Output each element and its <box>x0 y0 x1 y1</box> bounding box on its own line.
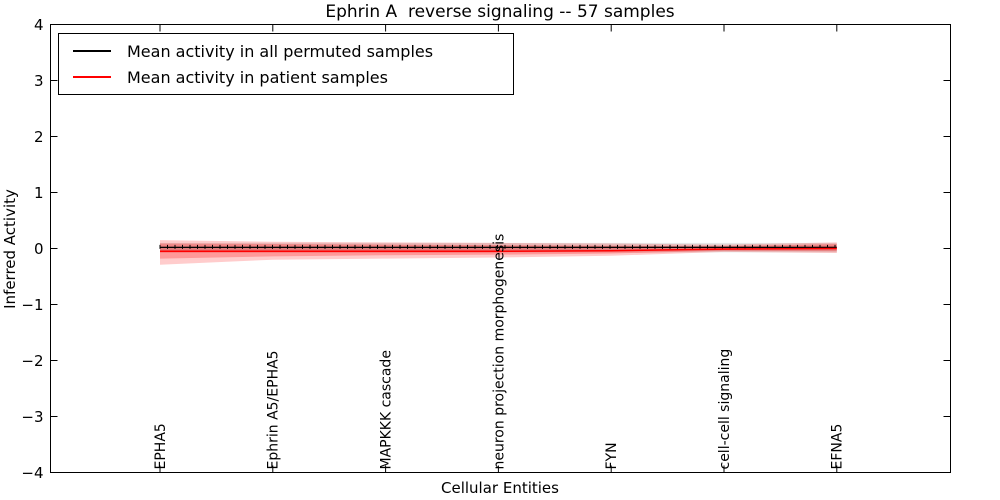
legend-label-patient: Mean activity in patient samples <box>127 67 388 87</box>
y-tick-label: 3 <box>34 72 44 90</box>
x-tick-label: cell-cell signaling <box>717 349 733 470</box>
x-tick-label: neuron projection morphogenesis <box>491 234 507 470</box>
y-tick-label: 0 <box>34 240 44 258</box>
legend-label-permuted: Mean activity in all permuted samples <box>127 41 434 61</box>
y-tick-label: 1 <box>34 184 44 202</box>
y-tick-label: 4 <box>34 16 44 34</box>
legend-item-permuted: Mean activity in all permuted samples <box>73 38 513 64</box>
x-axis-label: Cellular Entities <box>441 479 559 497</box>
x-tick-label: Ephrin A5/EPHA5 <box>266 350 282 469</box>
x-tick-label: MAPKKK cascade <box>379 350 395 469</box>
y-tick-label: −2 <box>21 352 43 370</box>
legend-item-patient: Mean activity in patient samples <box>73 64 513 90</box>
y-tick-label: −1 <box>21 296 43 314</box>
chart-title: Ephrin A reverse signaling -- 57 samples <box>325 2 675 22</box>
x-tick-label: FYN <box>604 442 620 469</box>
band-patient-samples-spread-outer <box>160 240 837 265</box>
legend-line-red-icon <box>73 76 111 78</box>
legend: Mean activity in all permuted samples Me… <box>58 33 514 95</box>
x-tick-label: EPHA5 <box>153 423 169 469</box>
y-axis-label: Inferred Activity <box>1 189 19 309</box>
legend-line-black-icon <box>73 50 111 52</box>
y-tick-label: 2 <box>34 128 44 146</box>
series-line-1 <box>160 247 837 253</box>
y-tick-label: −3 <box>21 408 43 426</box>
y-tick-label: −4 <box>21 464 43 482</box>
x-tick-label: EFNA5 <box>830 424 846 470</box>
